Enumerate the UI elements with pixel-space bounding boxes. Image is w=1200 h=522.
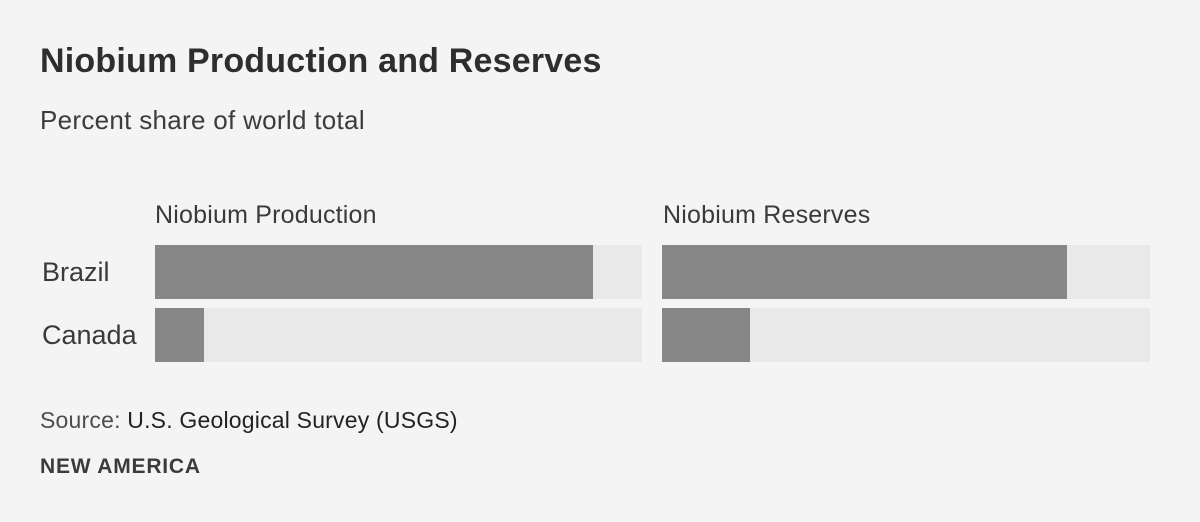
bar-fill-reserves-canada bbox=[662, 308, 750, 362]
source-line: Source: U.S. Geological Survey (USGS) bbox=[40, 407, 458, 434]
bar-track-production-canada bbox=[155, 308, 642, 362]
bar-fill-reserves-brazil bbox=[662, 245, 1068, 299]
row-label-canada: Canada bbox=[42, 320, 137, 350]
branding-new-america: NEW AMERICA bbox=[40, 455, 201, 478]
bar-fill-production-brazil bbox=[155, 245, 594, 299]
source-label: Source: bbox=[40, 407, 121, 433]
panel-header-reserves: Niobium Reserves bbox=[663, 201, 871, 229]
bar-fill-production-canada bbox=[155, 308, 204, 362]
panel-header-production: Niobium Production bbox=[155, 201, 377, 229]
source-text: U.S. Geological Survey (USGS) bbox=[127, 407, 458, 433]
bar-track-reserves-brazil bbox=[662, 245, 1150, 299]
chart-title: Niobium Production and Reserves bbox=[40, 42, 602, 80]
bar-track-reserves-canada bbox=[662, 308, 1150, 362]
chart-subtitle: Percent share of world total bbox=[40, 105, 365, 135]
bar-track-production-brazil bbox=[155, 245, 642, 299]
row-label-brazil: Brazil bbox=[42, 257, 110, 287]
